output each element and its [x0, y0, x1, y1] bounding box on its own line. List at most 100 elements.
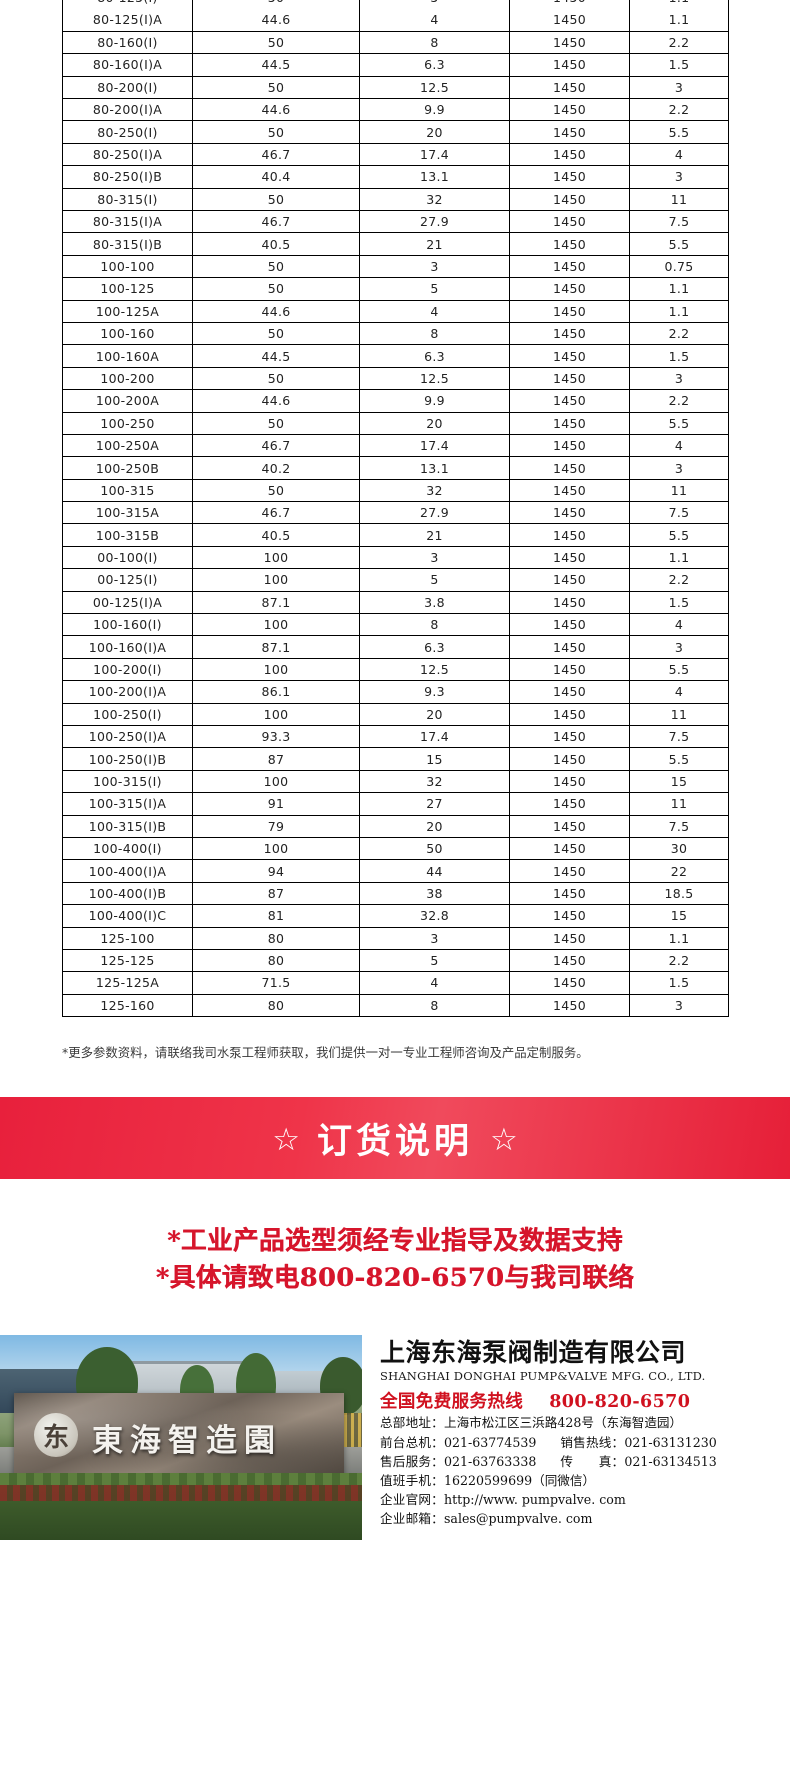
- company-info: 上海东海泵阀制造有限公司 SHANGHAI DONGHAI PUMP&VALVE…: [362, 1335, 790, 1528]
- cell-flow: 87: [192, 881, 360, 906]
- contact-value: 021-63134513: [624, 1453, 717, 1469]
- cell-head: 17.4: [359, 433, 510, 458]
- cell-speed: 1450: [509, 389, 630, 413]
- table-row: 100-200(I) 100 12.5 1450 5.5: [62, 657, 729, 682]
- table-row: 100-250 50 20 1450 5.5: [62, 411, 729, 435]
- table-row: 80-200(I) 50 12.5 1450 3: [62, 75, 729, 100]
- company-name-en: SHANGHAI DONGHAI PUMP&VALVE MFG. CO., LT…: [380, 1369, 706, 1384]
- cell-speed: 1450: [509, 142, 630, 167]
- cell-flow: 50: [192, 187, 360, 212]
- cell-flow: 87.1: [192, 590, 360, 615]
- cell-flow: 100: [192, 613, 360, 637]
- cell-head: 50: [359, 836, 510, 861]
- cell-speed: 1450: [509, 523, 630, 547]
- table-row: 100-250B 40.2 13.1 1450 3: [62, 456, 729, 480]
- cell-power: 7.5: [629, 210, 729, 234]
- contact-label: 企业官网：: [380, 1491, 444, 1507]
- cell-model: 125-100: [62, 926, 193, 950]
- cell-head: 9.3: [359, 680, 510, 704]
- cell-model: 100-200A: [62, 389, 193, 413]
- cell-power: 15: [629, 769, 729, 794]
- cell-head: 20: [359, 702, 510, 727]
- banner-title: 订货说明: [316, 1121, 473, 1162]
- cell-flow: 100: [192, 568, 360, 592]
- table-row: 80-250(I)A 46.7 17.4 1450 4: [62, 142, 729, 167]
- cell-power: 4: [629, 433, 729, 458]
- table-row: 100-400(I)C 81 32.8 1450 15: [62, 904, 729, 928]
- cell-model: 125-125A: [62, 971, 193, 995]
- table-footnote: *更多参数资料，请联络我司水泵工程师获取，我们提供一对一专业工程师咨询及产品定制…: [62, 1045, 589, 1061]
- cell-head: 8: [359, 30, 510, 55]
- cell-model: 100-100: [62, 254, 193, 279]
- company-footer: 东 東海智造園 上海东海泵阀制造有限公司 SHANGHAI DONGHAI PU…: [0, 1335, 790, 1541]
- cell-head: 15: [359, 747, 510, 771]
- cell-speed: 1450: [509, 53, 630, 77]
- cell-speed: 1450: [509, 299, 630, 323]
- cell-flow: 50: [192, 0, 360, 9]
- table-row: 80-315(I)A 46.7 27.9 1450 7.5: [62, 210, 729, 234]
- cell-model: 100-160(I): [62, 613, 193, 637]
- cell-head: 8: [359, 321, 510, 346]
- table-row: 125-100 80 3 1450 1.1: [62, 926, 729, 950]
- cell-speed: 1450: [509, 881, 630, 906]
- cell-power: 1.5: [629, 344, 729, 368]
- cell-flow: 40.5: [192, 232, 360, 256]
- cell-flow: 44.6: [192, 299, 360, 323]
- cell-speed: 1450: [509, 859, 630, 883]
- cell-power: 11: [629, 187, 729, 212]
- contact-label: 销售热线：: [560, 1434, 625, 1450]
- cell-speed: 1450: [509, 904, 630, 928]
- cell-flow: 81: [192, 904, 360, 928]
- cell-model: 80-200(I)A: [62, 98, 193, 122]
- cell-head: 20: [359, 814, 510, 838]
- cell-model: 100-315B: [62, 523, 193, 547]
- cell-model: 00-125(I)A: [62, 590, 193, 615]
- cell-power: 7.5: [629, 724, 729, 749]
- cell-flow: 80: [192, 926, 360, 950]
- table-row: 100-200(I)A 86.1 9.3 1450 4: [62, 680, 729, 704]
- cell-power: 1.5: [629, 53, 729, 77]
- cell-speed: 1450: [509, 478, 630, 503]
- cell-model: 100-400(I)A: [62, 859, 193, 883]
- cell-power: 1.1: [629, 9, 729, 32]
- table-row: 125-125A 71.5 4 1450 1.5: [62, 971, 729, 995]
- table-row: 100-315B 40.5 21 1450 5.5: [62, 523, 729, 547]
- cell-power: 30: [629, 836, 729, 861]
- cell-speed: 1450: [509, 411, 630, 435]
- cell-speed: 1450: [509, 724, 630, 749]
- cell-head: 12.5: [359, 75, 510, 100]
- star-icon-left: ☆: [272, 1121, 300, 1157]
- table-row: 100-160A 44.5 6.3 1450 1.5: [62, 344, 729, 368]
- order-notice-block: *工业产品选型须经专业指导及数据支持 *具体请致电800-820-6570与我司…: [0, 1223, 790, 1297]
- cell-model: 100-125: [62, 277, 193, 301]
- cell-model: 100-250B: [62, 456, 193, 480]
- cell-speed: 1450: [509, 680, 630, 704]
- table-row: 80-200(I)A 44.6 9.9 1450 2.2: [62, 98, 729, 122]
- cell-power: 5.5: [629, 523, 729, 547]
- contact-line: 值班手机：16220599699（同微信）: [380, 1471, 790, 1490]
- cell-flow: 50: [192, 411, 360, 435]
- cell-power: 2.2: [629, 321, 729, 346]
- cell-head: 3: [359, 926, 510, 950]
- donghai-logo-icon: 东: [34, 1413, 78, 1458]
- cell-speed: 1450: [509, 232, 630, 256]
- table-row: 100-200 50 12.5 1450 3: [62, 366, 729, 391]
- cell-power: 2.2: [629, 98, 729, 122]
- cell-head: 20: [359, 411, 510, 435]
- cell-power: 3: [629, 993, 729, 1018]
- pump-spec-table-wrapper: 80-125(I)A 44.6 4 1450 1.1 80-160(I) 50 8 1450 2.…: [0, 9, 790, 1018]
- table-row: 100-315(I) 100 32 1450 15: [62, 769, 729, 794]
- cell-power: 5.5: [629, 120, 729, 144]
- cell-head: 4: [359, 971, 510, 995]
- cell-flow: 50: [192, 478, 360, 503]
- cell-power: 11: [629, 792, 729, 816]
- table-row: 100-125A 44.6 4 1450 1.1: [62, 299, 729, 323]
- contact-label: 总部地址：: [380, 1415, 444, 1431]
- cell-model: 00-100(I): [62, 545, 193, 570]
- cell-head: 38: [359, 881, 510, 906]
- cell-flow: 91: [192, 792, 360, 816]
- cell-speed: 1450: [509, 635, 630, 659]
- cell-head: 27: [359, 792, 510, 816]
- table-row: 00-125(I) 100 5 1450 2.2: [62, 568, 729, 592]
- monument-text: 東海智造園: [92, 1423, 282, 1460]
